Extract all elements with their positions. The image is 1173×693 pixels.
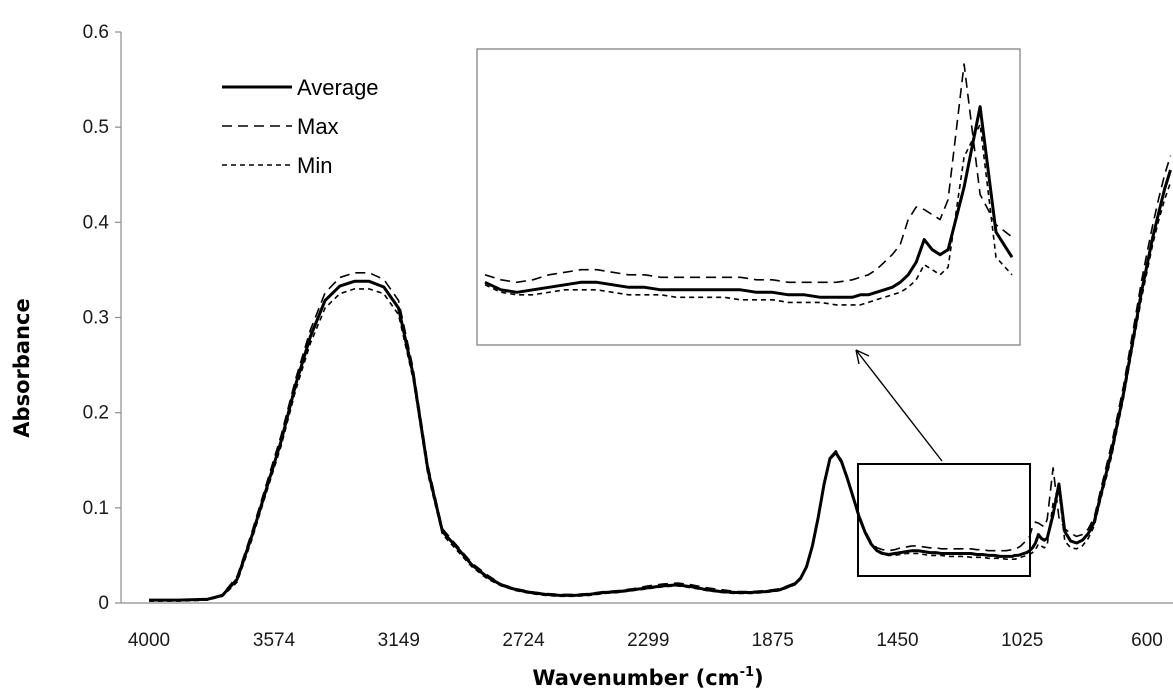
- legend-label-average: Average: [297, 75, 379, 100]
- main-series: [149, 155, 1172, 602]
- series-line-min: [149, 182, 1172, 602]
- y-tick-label: 0.2: [83, 403, 109, 424]
- y-tick-label: 0.6: [83, 22, 109, 43]
- inset-frame: [476, 48, 1021, 346]
- y-tick-label: 0.5: [83, 117, 109, 138]
- zoom-arrow-head: [855, 349, 870, 365]
- x-tick-label: 1450: [876, 630, 918, 651]
- x-ticks: 4000 3574 3149 2724 2299 1875 1450 1025 600: [128, 630, 1163, 651]
- x-axis-title: Wavenumber (cm-1): [532, 665, 763, 690]
- inset-panel: [476, 48, 1021, 346]
- x-tick-label: 2724: [502, 630, 545, 651]
- x-axis-title-unit-close: ): [754, 666, 764, 690]
- inset-series-line-min: [484, 123, 1013, 306]
- y-tick-label: 0: [98, 593, 109, 614]
- x-axis-title-main: Wavenumber: [532, 666, 689, 690]
- y-axis-title: Absorbance: [10, 298, 34, 437]
- series-line-max: [149, 155, 1172, 601]
- series-line-average: [149, 169, 1172, 602]
- legend-label-max: Max: [297, 114, 339, 139]
- x-axis-title-unit-sup: -1: [740, 665, 754, 680]
- x-tick-label: 3574: [253, 630, 296, 651]
- zoom-arrow-line: [855, 349, 943, 462]
- x-tick-label: 1025: [1001, 630, 1043, 651]
- legend-label-min: Min: [297, 153, 332, 178]
- legend: Average Max Min: [222, 75, 379, 178]
- x-tick-label: 2299: [627, 630, 669, 651]
- inset-series-line-average: [484, 105, 1014, 299]
- inset-series: [484, 63, 1014, 306]
- y-ticks: 0 0.1 0.2 0.3 0.4 0.5 0.6: [83, 22, 121, 614]
- x-tick-label: 600: [1131, 630, 1163, 651]
- x-tick-label: 4000: [128, 630, 170, 651]
- y-tick-label: 0.1: [83, 498, 109, 519]
- y-tick-label: 0.3: [83, 308, 109, 329]
- x-tick-label: 1875: [752, 630, 794, 651]
- x-tick-label: 3149: [378, 630, 420, 651]
- y-tick-label: 0.4: [83, 212, 110, 233]
- x-axis-title-unit-open: (cm: [696, 666, 740, 690]
- zoom-region-box: [857, 463, 1031, 577]
- inset-series-line-max: [484, 63, 1013, 284]
